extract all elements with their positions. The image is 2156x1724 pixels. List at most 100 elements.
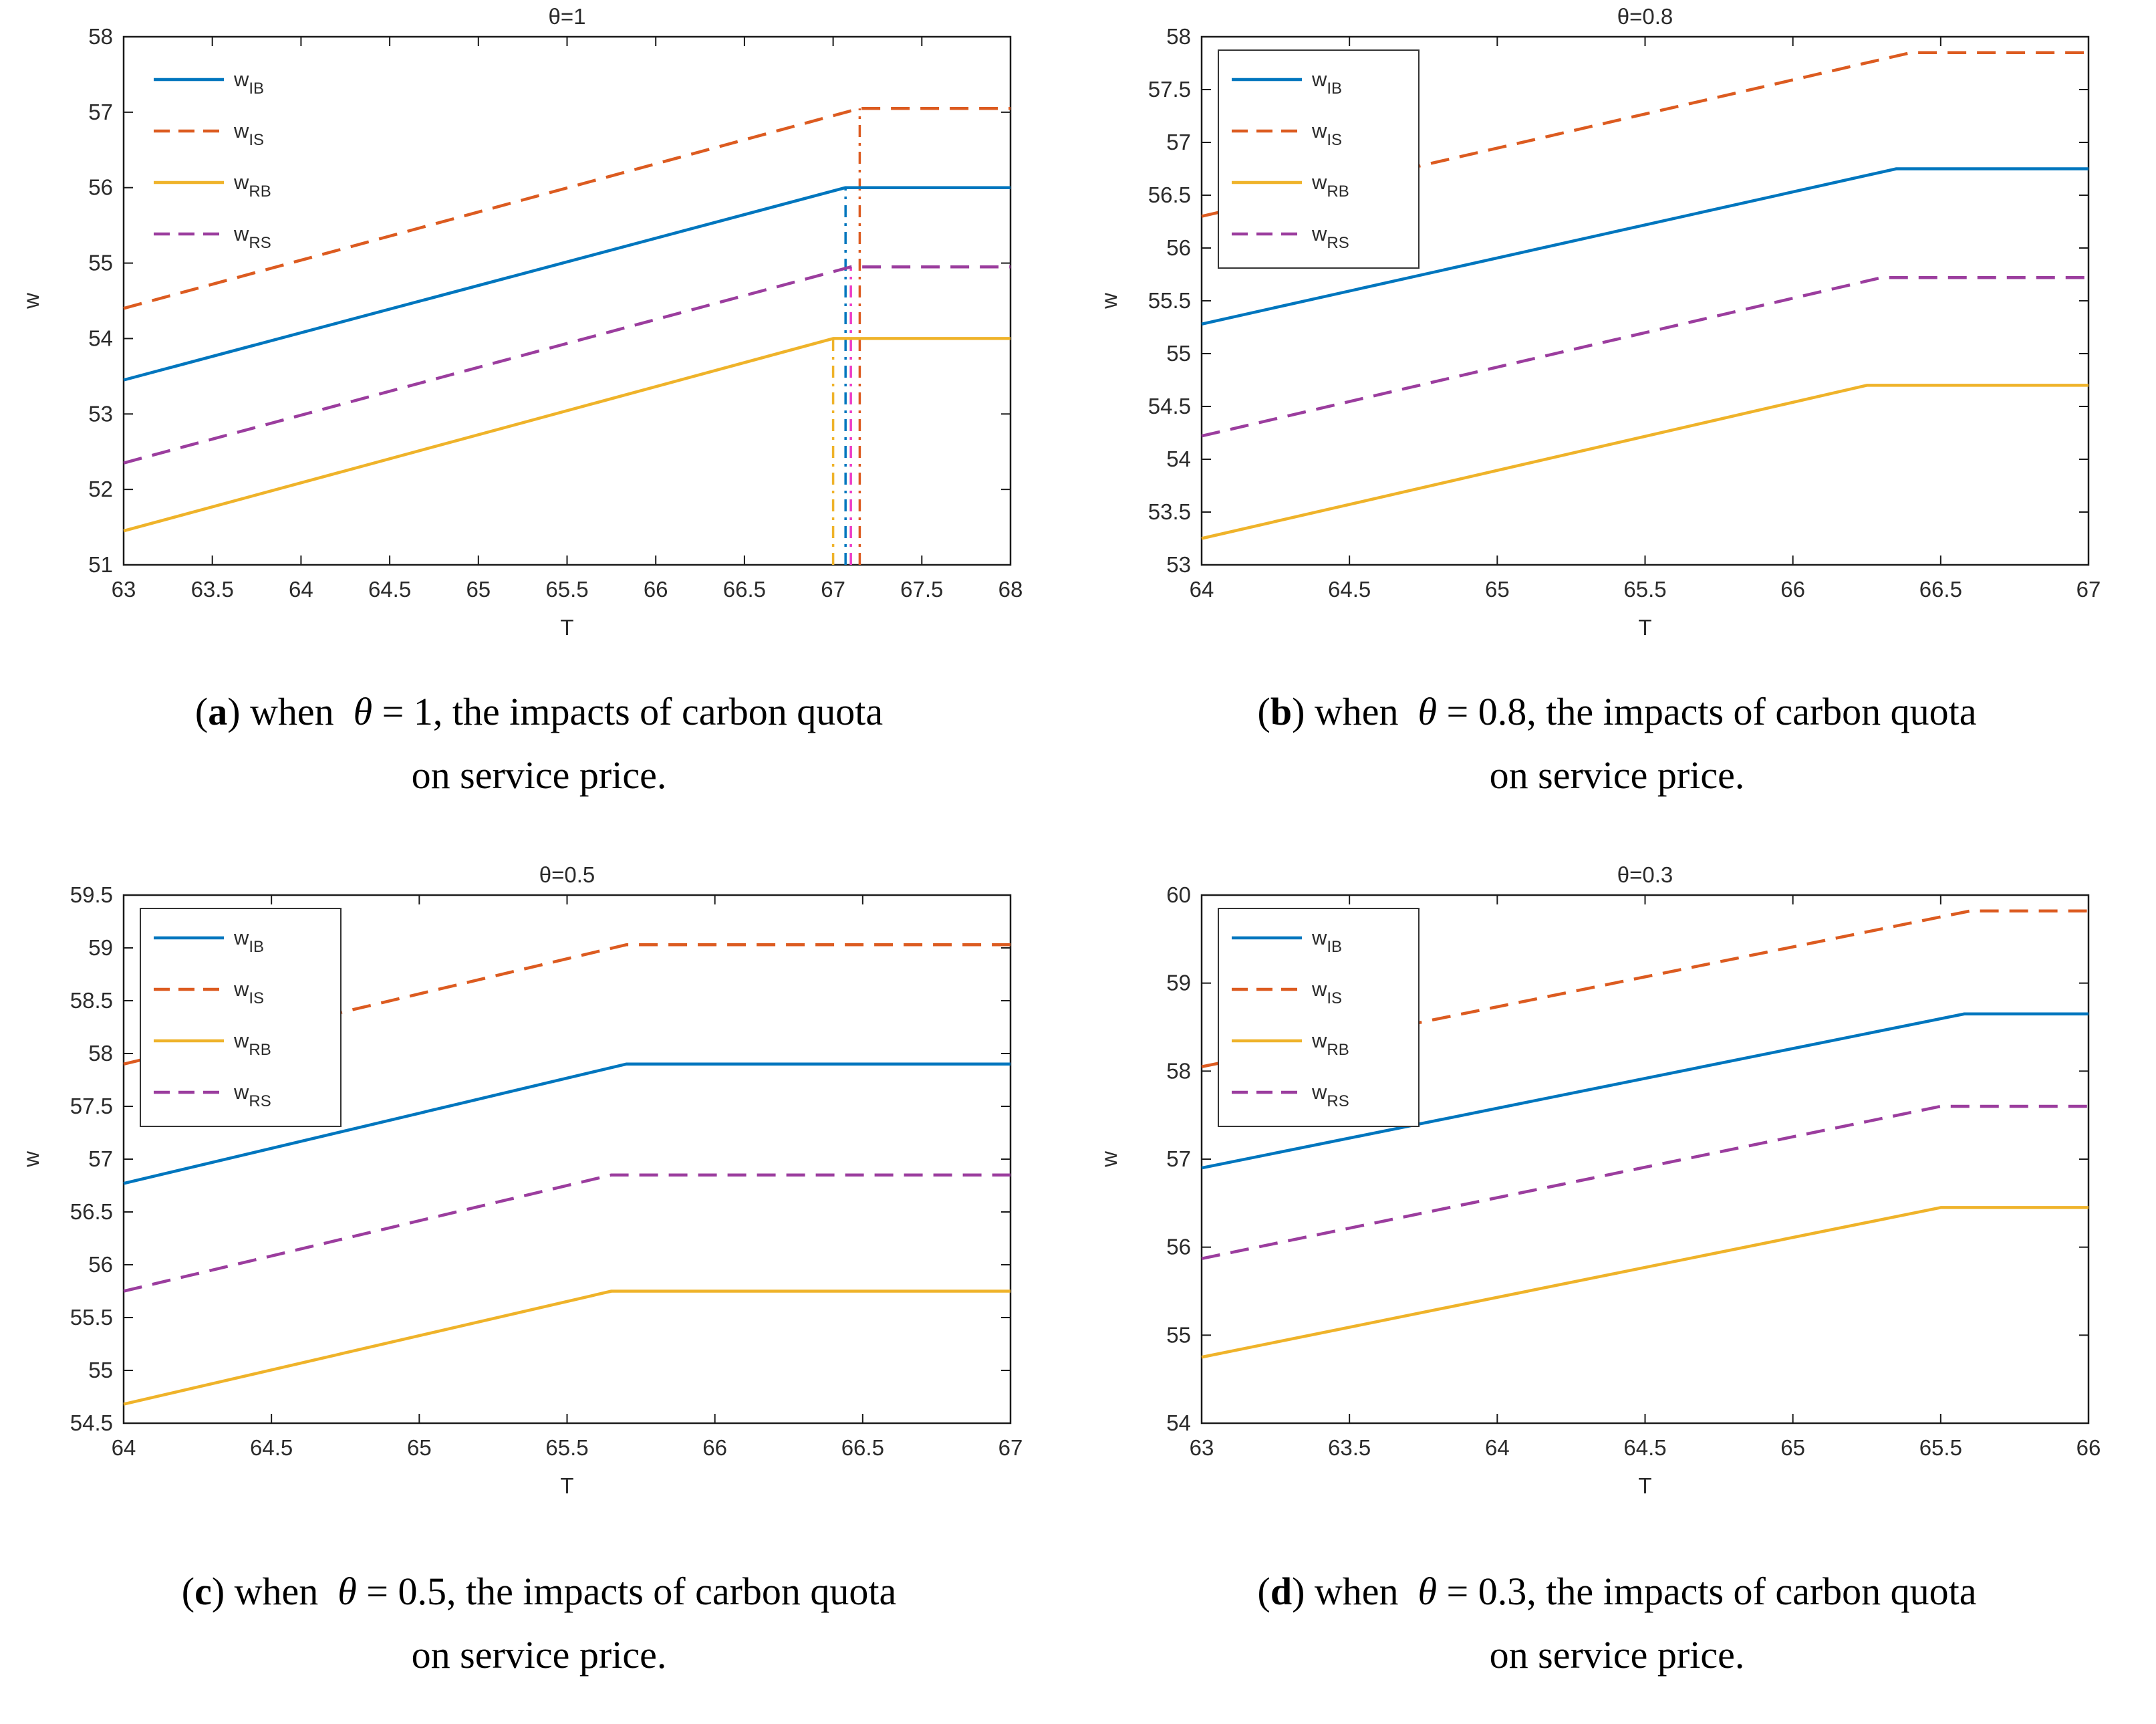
caption-d: (d) when θ = 0.3, the impacts of carbon …: [1078, 1517, 2156, 1693]
caption-b-line1: (b) when θ = 0.8, the impacts of carbon …: [1257, 690, 1977, 733]
x-axis-label: T: [560, 615, 573, 640]
svg-text:56.5: 56.5: [70, 1199, 113, 1224]
svg-text:51: 51: [88, 552, 113, 577]
svg-text:65.5: 65.5: [1623, 577, 1666, 602]
series-wRS: [1201, 1104, 2088, 1260]
svg-text:64: 64: [289, 577, 313, 602]
y-axis: 54.5 55 55.5 56 56.5 57 57.5 58 58.5 59 59.5: [70, 882, 1010, 1435]
svg-text:56: 56: [1166, 1235, 1191, 1259]
chart-title: θ=0.3: [1617, 862, 1673, 887]
x-axis: 64 64.5 65 65.5 66 66.5 67: [1190, 37, 2101, 602]
svg-text:59: 59: [1166, 971, 1191, 995]
svg-text:55.5: 55.5: [1148, 288, 1191, 313]
caption-c-line2: on service price.: [411, 1633, 667, 1677]
svg-text:60: 60: [1166, 882, 1191, 907]
x-axis: 64 64.5 65 65.5 66 66.5 67: [112, 895, 1023, 1460]
svg-text:56: 56: [88, 1252, 113, 1277]
svg-text:58: 58: [1166, 1058, 1191, 1083]
series-wRB: [123, 337, 1010, 533]
svg-text:65.5: 65.5: [1919, 1435, 1962, 1460]
svg-text:57: 57: [88, 100, 113, 124]
caption-a-line1: (a) when θ = 1, the impacts of carbon qu…: [194, 690, 884, 733]
svg-text:56: 56: [1166, 235, 1191, 260]
svg-text:57: 57: [1166, 1146, 1191, 1171]
svg-text:64.5: 64.5: [1623, 1435, 1666, 1460]
svg-text:58: 58: [88, 24, 113, 49]
series-wRS: [1201, 275, 2088, 438]
chart-title: θ=1: [549, 4, 586, 29]
svg-text:67: 67: [2076, 577, 2101, 602]
chart-d: θ=0.3 63 63.5 64 64.5 65 65.5 66 54 55 56 57 58 59 60 T…: [1097, 862, 2101, 1498]
svg-text:57.5: 57.5: [1148, 77, 1191, 102]
series-wIS: [123, 106, 1010, 310]
svg-text:55: 55: [88, 251, 113, 275]
caption-b: (b) when θ = 0.8, the impacts of carbon …: [1078, 658, 2156, 858]
svg-text:66.5: 66.5: [841, 1435, 884, 1460]
svg-text:wRB: wRB: [233, 170, 271, 201]
chart-title: θ=0.5: [539, 862, 595, 887]
svg-text:55: 55: [1166, 341, 1191, 366]
svg-text:68: 68: [998, 577, 1023, 602]
svg-text:63.5: 63.5: [1328, 1435, 1371, 1460]
svg-text:63.5: 63.5: [191, 577, 234, 602]
y-axis: 54 55 56 57 58 59 60: [1166, 882, 2088, 1435]
series-wIS: [1201, 51, 2088, 218]
svg-text:64: 64: [112, 1435, 136, 1460]
svg-text:58: 58: [88, 1041, 113, 1066]
panel-a: θ=1 63 63.5 64 64.5 65 65.5 66 66.5 67 67.5 68 51 52 5…: [0, 0, 1078, 858]
y-axis-label: w: [1097, 293, 1121, 310]
svg-text:54: 54: [88, 326, 113, 350]
svg-text:65: 65: [1485, 577, 1510, 602]
svg-text:wIB: wIB: [233, 68, 264, 98]
caption-c: (c) when θ = 0.5, the impacts of carbon …: [0, 1517, 1078, 1693]
svg-text:56.5: 56.5: [1148, 182, 1191, 207]
series-wRB: [1201, 1206, 2088, 1359]
plot-box: [122, 35, 1012, 566]
svg-text:64: 64: [1190, 577, 1214, 602]
svg-text:wRS: wRS: [233, 222, 271, 252]
svg-text:57: 57: [1166, 130, 1191, 154]
svg-text:64.5: 64.5: [368, 577, 411, 602]
series-wRB: [1201, 384, 2088, 540]
series-wIB: [123, 1062, 1010, 1185]
series-wIB: [1201, 167, 2088, 326]
svg-text:54: 54: [1166, 447, 1191, 471]
svg-text:63: 63: [112, 577, 136, 602]
svg-text:65: 65: [407, 1435, 432, 1460]
series-wIS: [123, 943, 1010, 1066]
svg-text:53: 53: [1166, 552, 1191, 577]
y-axis-label: w: [19, 293, 43, 310]
svg-text:66: 66: [702, 1435, 727, 1460]
y-axis-label: w: [1097, 1151, 1121, 1168]
caption-c-line1: (c) when θ = 0.5, the impacts of carbon …: [181, 1570, 897, 1613]
svg-text:65.5: 65.5: [545, 577, 588, 602]
chart-b: θ=0.864 64.5 65 65.5 66 66.5 675353.55454.5555…: [1097, 4, 2101, 640]
series-wRS: [123, 1173, 1010, 1293]
series-wIS: [1201, 909, 2088, 1068]
caption-d-line2: on service price.: [1489, 1633, 1745, 1677]
chart-a: θ=163 63.5 64 64.5 65 65.5 66 66.5 67 67.5 6851525…: [19, 4, 1023, 640]
svg-text:65: 65: [1780, 1435, 1805, 1460]
caption-b-line2: on service price.: [1489, 753, 1745, 797]
svg-text:66: 66: [644, 577, 668, 602]
svg-text:54.5: 54.5: [1148, 394, 1191, 418]
svg-text:66.5: 66.5: [1919, 577, 1962, 602]
svg-text:67.5: 67.5: [900, 577, 943, 602]
svg-text:67: 67: [821, 577, 845, 602]
svg-text:54: 54: [1166, 1410, 1191, 1435]
svg-text:55: 55: [1166, 1322, 1191, 1347]
svg-text:58: 58: [1166, 24, 1191, 49]
svg-text:55: 55: [88, 1358, 113, 1382]
svg-text:54.5: 54.5: [70, 1410, 113, 1435]
svg-text:59.5: 59.5: [70, 882, 113, 907]
y-axis: 51 52 53 54 55 56 57 58: [88, 24, 1010, 577]
panel-b: θ=0.8 64 64.5 65 65.5 66 66.5 67 53 53.5 54 54.5 55 5…: [1078, 0, 2156, 858]
svg-text:64.5: 64.5: [1328, 577, 1371, 602]
svg-text:57: 57: [88, 1146, 113, 1171]
svg-text:63: 63: [1190, 1435, 1214, 1460]
y-axis: 53 53.5 54 54.5 55 55.5 56 56.5 57 57.5 58: [1148, 24, 2088, 577]
